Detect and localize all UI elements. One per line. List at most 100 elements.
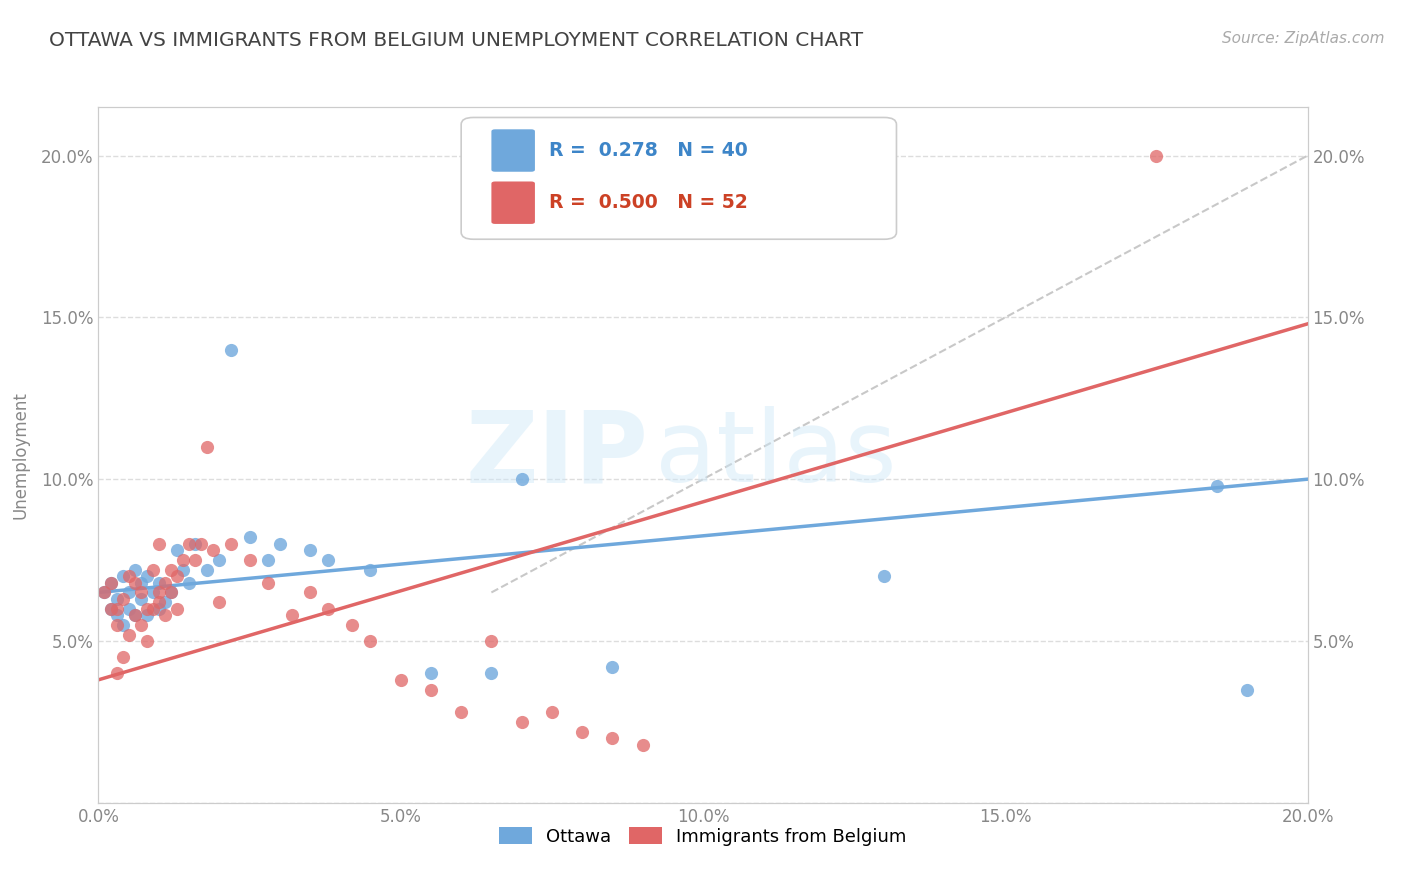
Point [153, 595, 176, 609]
Point [481, 634, 503, 648]
Text: R =  0.278   N = 40: R = 0.278 N = 40 [550, 141, 748, 160]
Point [1236, 682, 1258, 697]
Point [105, 591, 128, 606]
Point [190, 537, 212, 551]
Point [450, 705, 472, 719]
Point [602, 660, 624, 674]
Point [160, 585, 183, 599]
Point [135, 569, 157, 583]
Point [142, 585, 165, 599]
Point [195, 440, 218, 454]
Text: R =  0.500   N = 52: R = 0.500 N = 52 [550, 194, 748, 212]
Point [118, 627, 141, 641]
Point [100, 601, 122, 615]
Point [148, 537, 170, 551]
Point [481, 666, 503, 681]
Point [316, 601, 339, 615]
Point [135, 608, 157, 623]
Point [129, 591, 152, 606]
Point [256, 553, 278, 567]
Point [360, 634, 382, 648]
Point [166, 543, 188, 558]
Text: ZIP: ZIP [465, 407, 648, 503]
Point [142, 563, 165, 577]
Point [239, 531, 262, 545]
Point [510, 472, 533, 486]
Point [160, 563, 183, 577]
Point [124, 563, 146, 577]
Point [239, 553, 262, 567]
Point [93, 585, 115, 599]
Point [118, 569, 141, 583]
Y-axis label: Unemployment: Unemployment [11, 391, 30, 519]
FancyBboxPatch shape [492, 181, 534, 224]
Point [269, 537, 291, 551]
Point [540, 705, 562, 719]
Point [166, 601, 188, 615]
FancyBboxPatch shape [461, 118, 897, 239]
Text: Source: ZipAtlas.com: Source: ZipAtlas.com [1222, 31, 1385, 46]
Point [342, 617, 364, 632]
Point [135, 601, 157, 615]
Point [208, 595, 231, 609]
Point [166, 569, 188, 583]
Point [256, 575, 278, 590]
Point [873, 569, 896, 583]
Point [420, 666, 443, 681]
Point [299, 543, 322, 558]
Point [111, 569, 134, 583]
Point [111, 650, 134, 665]
Point [105, 608, 128, 623]
Text: OTTAWA VS IMMIGRANTS FROM BELGIUM UNEMPLOYMENT CORRELATION CHART: OTTAWA VS IMMIGRANTS FROM BELGIUM UNEMPL… [49, 31, 863, 50]
Point [510, 714, 533, 729]
Point [111, 591, 134, 606]
Point [153, 608, 176, 623]
Point [179, 537, 201, 551]
Point [129, 575, 152, 590]
Point [100, 575, 122, 590]
Legend: Ottawa, Immigrants from Belgium: Ottawa, Immigrants from Belgium [492, 820, 914, 853]
Point [420, 682, 443, 697]
Point [111, 617, 134, 632]
Point [281, 608, 304, 623]
Point [118, 601, 141, 615]
Point [100, 601, 122, 615]
Point [360, 563, 382, 577]
Point [118, 585, 141, 599]
Point [93, 585, 115, 599]
Point [172, 553, 194, 567]
Point [105, 601, 128, 615]
Point [202, 543, 225, 558]
Point [129, 585, 152, 599]
Point [221, 343, 243, 357]
Point [195, 563, 218, 577]
Point [124, 575, 146, 590]
FancyBboxPatch shape [492, 129, 534, 172]
Point [571, 724, 593, 739]
Point [124, 608, 146, 623]
Point [316, 553, 339, 567]
Point [100, 575, 122, 590]
Point [148, 595, 170, 609]
Text: atlas: atlas [655, 407, 896, 503]
Point [105, 617, 128, 632]
Point [172, 563, 194, 577]
Point [160, 585, 183, 599]
Point [602, 731, 624, 745]
Point [184, 537, 207, 551]
Point [179, 575, 201, 590]
Point [184, 553, 207, 567]
Point [631, 738, 654, 752]
Point [299, 585, 322, 599]
Point [124, 608, 146, 623]
Point [142, 601, 165, 615]
Point [129, 617, 152, 632]
Point [105, 666, 128, 681]
Point [148, 585, 170, 599]
Point [221, 537, 243, 551]
Point [148, 575, 170, 590]
Point [1144, 148, 1167, 162]
Point [208, 553, 231, 567]
Point [135, 634, 157, 648]
Point [389, 673, 412, 687]
